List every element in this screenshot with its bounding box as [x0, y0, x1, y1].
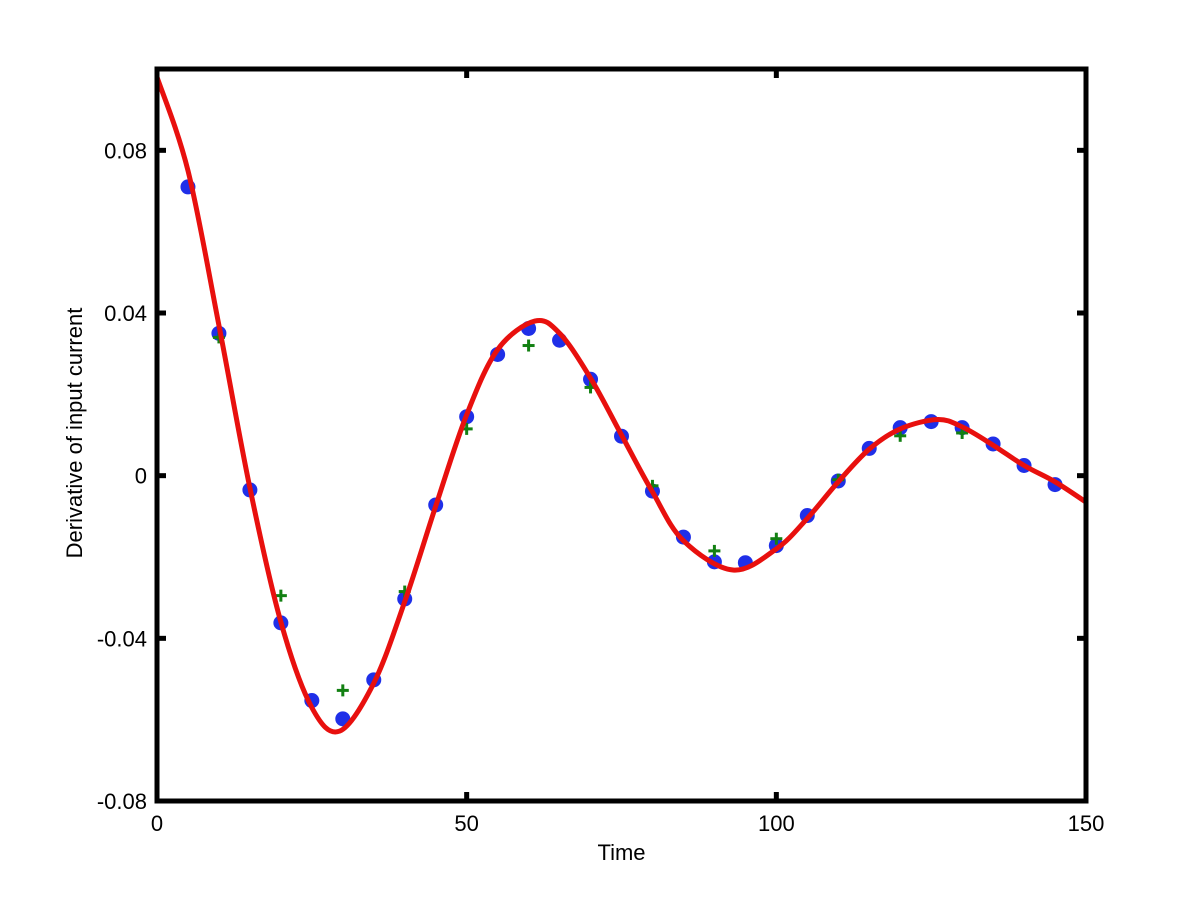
y-tick-label: 0.08 — [104, 138, 147, 163]
plus-marker — [894, 429, 907, 442]
axes-frame — [154, 66, 1089, 804]
x-tick-label: 150 — [1068, 811, 1105, 836]
y-tick-label: 0 — [135, 464, 147, 489]
plus-marker — [274, 589, 287, 602]
y-axis-label: Derivative of input current — [62, 308, 87, 559]
circle-marker — [335, 711, 351, 727]
plus-marker — [522, 339, 535, 352]
y-tick-label: 0.04 — [104, 301, 147, 326]
data-markers — [180, 179, 1063, 727]
x-tick-label: 100 — [758, 811, 795, 836]
tick-labels: 0 50 100 150 -0.08 -0.04 0 0.04 0.08 — [97, 138, 1105, 836]
x-axis-label: Time — [597, 840, 645, 865]
plus-marker — [770, 532, 783, 545]
plus-marker — [708, 544, 721, 557]
x-tick-label: 0 — [151, 811, 163, 836]
y-tick-label: -0.04 — [97, 626, 147, 651]
x-tick-label: 50 — [454, 811, 478, 836]
plot-area — [154, 74, 1089, 735]
y-tick-label: -0.08 — [97, 789, 147, 814]
fit-line — [154, 74, 1089, 735]
plus-marker — [336, 684, 349, 697]
